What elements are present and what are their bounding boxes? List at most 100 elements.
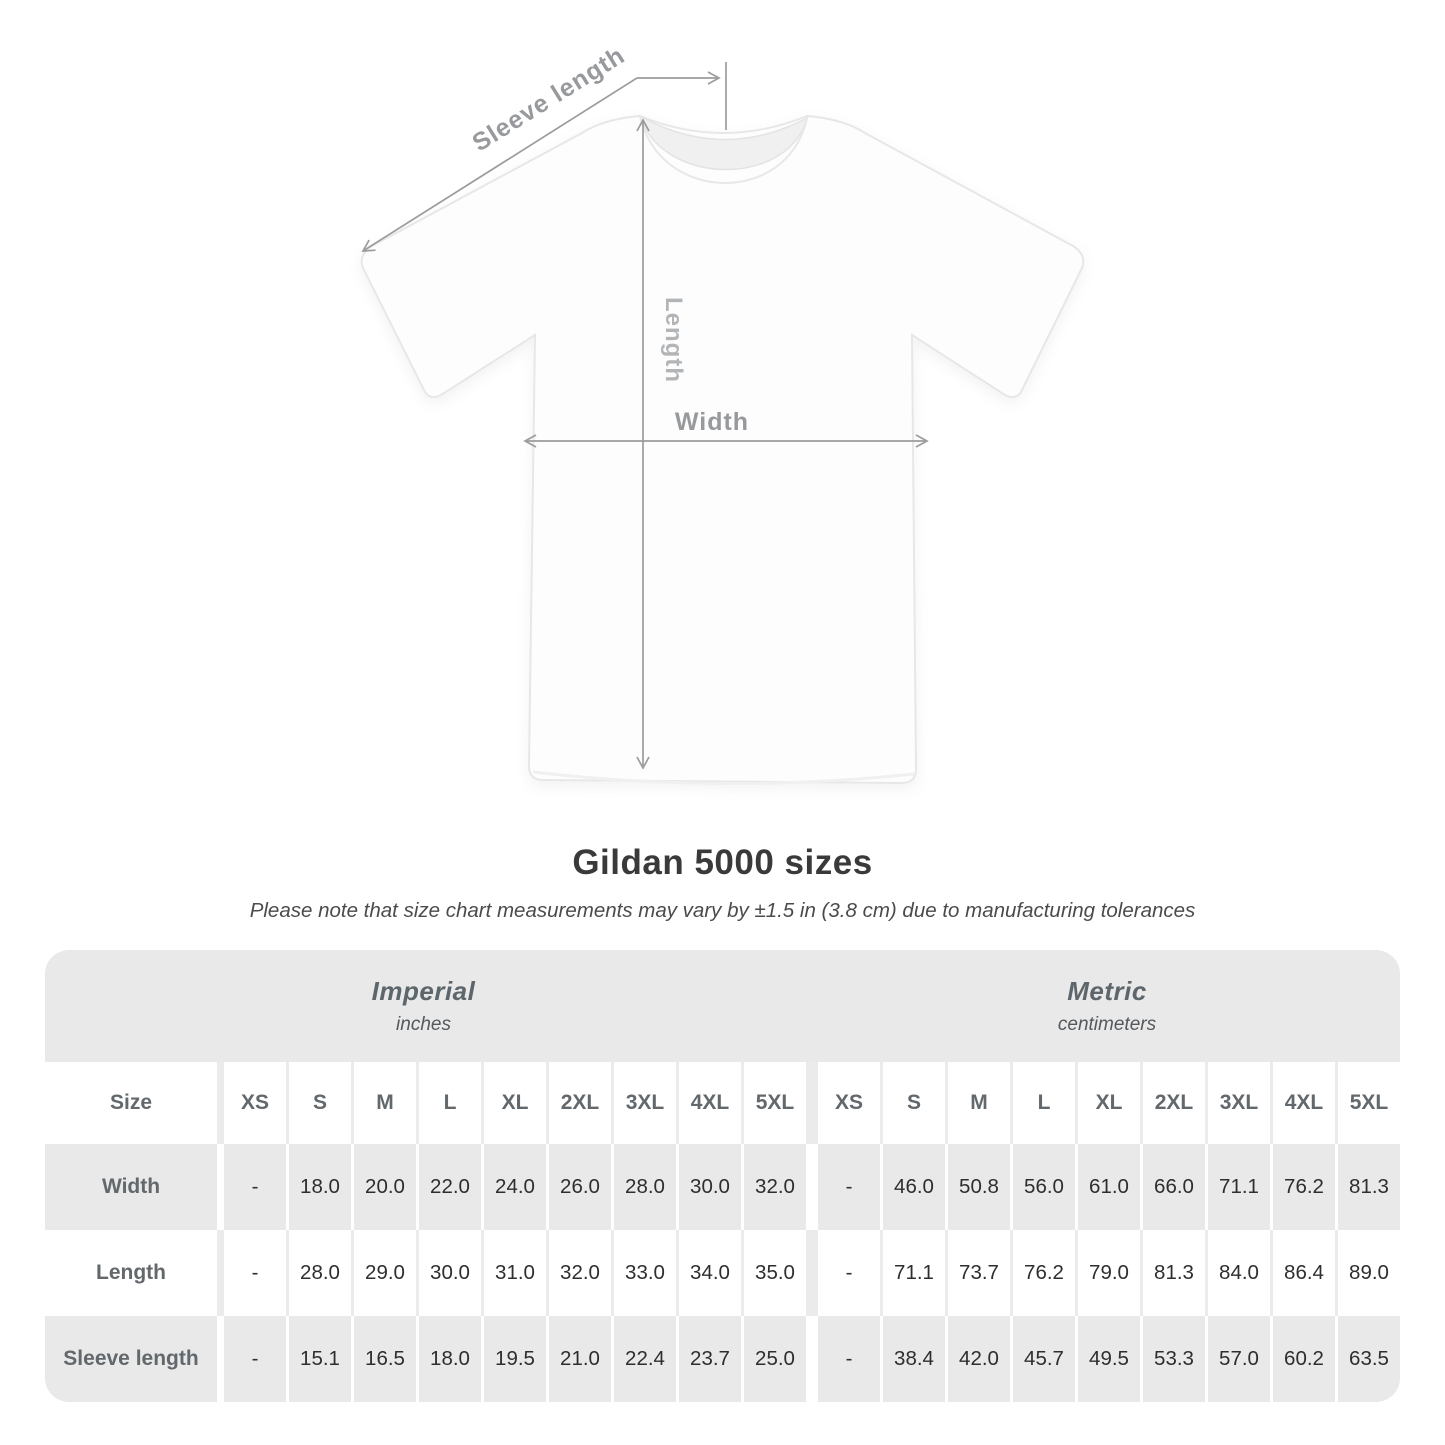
- table-cell: 16.5: [351, 1316, 416, 1402]
- table-cell: 4XL: [676, 1062, 741, 1144]
- row-label: Length: [96, 1261, 166, 1284]
- metric-title: Metric: [1067, 976, 1147, 1006]
- table-cell: 30.0: [416, 1230, 481, 1316]
- table-cell: S: [286, 1062, 351, 1144]
- table-cell: L: [416, 1062, 481, 1144]
- table-cell: 3XL: [611, 1062, 676, 1144]
- table-cell: 4XL: [1270, 1062, 1335, 1144]
- table-cell: 66.0: [1140, 1144, 1205, 1230]
- table-cell: L: [1010, 1062, 1075, 1144]
- table-cell: 50.8: [945, 1144, 1010, 1230]
- table-cell: 2XL: [546, 1062, 611, 1144]
- table-row: Sleeve length -15.1 16.5 18.0 19.5 21.0 22.4 23…: [45, 1316, 1400, 1402]
- table-cell: 22.4: [611, 1316, 676, 1402]
- width-label: Width: [675, 408, 749, 436]
- table-cell: 35.0: [741, 1230, 806, 1316]
- table-cell: M: [351, 1062, 416, 1144]
- table-cell: 53.3: [1140, 1316, 1205, 1402]
- table-cell: XS: [217, 1062, 286, 1144]
- table-cell: XL: [481, 1062, 546, 1144]
- table-cell: 63.5: [1335, 1316, 1400, 1402]
- unit-header-band: Imperial inches Metric centimeters: [45, 950, 1400, 1062]
- metric-header: Metric centimeters: [814, 950, 1400, 1062]
- table-cell: -: [217, 1230, 286, 1316]
- section-divider: [806, 1144, 818, 1230]
- table-cell: -: [217, 1144, 286, 1230]
- table-cell: 25.0: [741, 1316, 806, 1402]
- table-cell: 76.2: [1270, 1144, 1335, 1230]
- size-table: Imperial inches Metric centimeters Size X…: [45, 950, 1400, 1402]
- row-label: Sleeve length: [63, 1347, 199, 1370]
- table-cell: 60.2: [1270, 1316, 1335, 1402]
- measurement-lines: [361, 62, 929, 770]
- table-cell: 30.0: [676, 1144, 741, 1230]
- table-cell: 46.0: [880, 1144, 945, 1230]
- table-row: Length -28.0 29.0 30.0 31.0 32.0 33.0 34.0 35.0-…: [45, 1230, 1400, 1316]
- tshirt-diagram: Sleeve length Length Width: [360, 41, 1085, 785]
- collar-band: [639, 115, 808, 184]
- table-cell: 23.7: [676, 1316, 741, 1402]
- table-cell: XL: [1075, 1062, 1140, 1144]
- table-cell: 28.0: [611, 1144, 676, 1230]
- table-cell: 29.0: [351, 1230, 416, 1316]
- table-cell: 3XL: [1205, 1062, 1270, 1144]
- table-cell: 42.0: [945, 1316, 1010, 1402]
- table-row: Width -18.0 20.0 22.0 24.0 26.0 28.0 30.0 32.0-4…: [45, 1144, 1400, 1230]
- table-cell: 61.0: [1075, 1144, 1140, 1230]
- table-cell: 21.0: [546, 1316, 611, 1402]
- table-cell: 71.1: [880, 1230, 945, 1316]
- sleeve-arrow-diagonal: [361, 77, 638, 252]
- table-cell: 84.0: [1205, 1230, 1270, 1316]
- row-label: Width: [101, 1175, 161, 1198]
- table-cell: S: [880, 1062, 945, 1144]
- table-cell: 86.4: [1270, 1230, 1335, 1316]
- table-cell: 81.3: [1335, 1144, 1400, 1230]
- size-table-rows: Size XS S M L XL 2XL 3XL 4XL 5XL XS S M L XL 2XL 3XL 4XL 5…: [45, 1062, 1400, 1402]
- page-title: Gildan 5000 sizes: [572, 843, 873, 882]
- table-cell: -: [217, 1316, 286, 1402]
- table-cell: 32.0: [741, 1144, 806, 1230]
- imperial-title: Imperial: [371, 976, 476, 1006]
- table-cell: -: [845, 1261, 853, 1284]
- table-row: Size XS S M L XL 2XL 3XL 4XL 5XL XS S M L XL 2XL 3XL 4XL 5…: [45, 1062, 1400, 1144]
- tolerance-note: Please note that size chart measurements…: [249, 899, 1196, 922]
- length-label: Length: [660, 297, 687, 383]
- table-cell: 24.0: [481, 1144, 546, 1230]
- table-cell: 89.0: [1335, 1230, 1400, 1316]
- table-cell: 71.1: [1205, 1144, 1270, 1230]
- table-cell: 45.7: [1010, 1316, 1075, 1402]
- table-cell: 56.0: [1010, 1144, 1075, 1230]
- table-cell: 32.0: [546, 1230, 611, 1316]
- table-cell: 19.5: [481, 1316, 546, 1402]
- table-cell: 57.0: [1205, 1316, 1270, 1402]
- table-cell: 73.7: [945, 1230, 1010, 1316]
- table-cell: 34.0: [676, 1230, 741, 1316]
- table-cell: 49.5: [1075, 1316, 1140, 1402]
- table-cell: 81.3: [1140, 1230, 1205, 1316]
- imperial-unit: inches: [396, 1014, 451, 1035]
- section-divider: [806, 1230, 818, 1316]
- table-cell: 5XL: [1335, 1062, 1400, 1144]
- tshirt-image: [360, 114, 1085, 785]
- table-cell: -: [845, 1347, 853, 1370]
- table-cell: 33.0: [611, 1230, 676, 1316]
- table-cell: 22.0: [416, 1144, 481, 1230]
- table-cell: 38.4: [880, 1316, 945, 1402]
- section-divider: [806, 1062, 818, 1144]
- table-cell: 26.0: [546, 1144, 611, 1230]
- table-cell: 20.0: [351, 1144, 416, 1230]
- row-label: Size: [109, 1091, 153, 1114]
- band-divider: [802, 950, 814, 1062]
- table-cell: 76.2: [1010, 1230, 1075, 1316]
- imperial-header: Imperial inches: [45, 950, 802, 1062]
- table-cell: 28.0: [286, 1230, 351, 1316]
- table-cell: XS: [834, 1091, 863, 1114]
- table-cell: 18.0: [286, 1144, 351, 1230]
- table-cell: -: [845, 1175, 853, 1198]
- table-cell: 15.1: [286, 1316, 351, 1402]
- metric-unit: centimeters: [1057, 1014, 1157, 1035]
- table-cell: 31.0: [481, 1230, 546, 1316]
- table-cell: M: [945, 1062, 1010, 1144]
- table-cell: 18.0: [416, 1316, 481, 1402]
- table-cell: 2XL: [1140, 1062, 1205, 1144]
